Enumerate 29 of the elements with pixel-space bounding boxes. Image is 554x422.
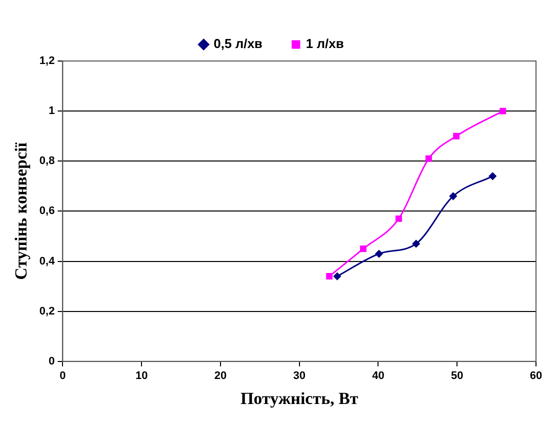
point: [396, 215, 402, 222]
legend-label: 0,5 л/хв: [214, 36, 262, 52]
x-axis-title: Потужність, Вт: [240, 389, 359, 408]
point: [500, 108, 506, 114]
y-tick-label: 1,2: [39, 55, 55, 68]
point: [453, 132, 460, 140]
x-tick-label: 50: [450, 370, 464, 382]
y-tick-label: 0,2: [39, 305, 55, 318]
x-tick-label: 0: [60, 370, 66, 382]
legend-label: 1 л/хв: [306, 36, 344, 52]
point: [412, 240, 420, 248]
x-tick-label: 60: [530, 370, 542, 382]
point: [326, 273, 333, 280]
y-tick-label: 1: [48, 105, 55, 118]
x-tick-label: 20: [214, 370, 227, 382]
point: [488, 172, 496, 180]
y-tick-label: 0: [48, 355, 55, 368]
point: [333, 272, 341, 280]
x-tick-label: 40: [372, 370, 384, 382]
y-tick-label: 0,8: [39, 155, 55, 168]
point: [449, 192, 457, 200]
y-tick-label: 0,4: [39, 255, 56, 268]
point: [425, 155, 432, 162]
point: [360, 246, 366, 252]
x-tick-label: 30: [293, 370, 306, 382]
x-tick-label: 10: [135, 370, 148, 382]
point: [375, 250, 383, 258]
y-axis-title: Ступінь конверсії: [12, 142, 31, 280]
y-tick-label: 0,6: [39, 205, 55, 218]
